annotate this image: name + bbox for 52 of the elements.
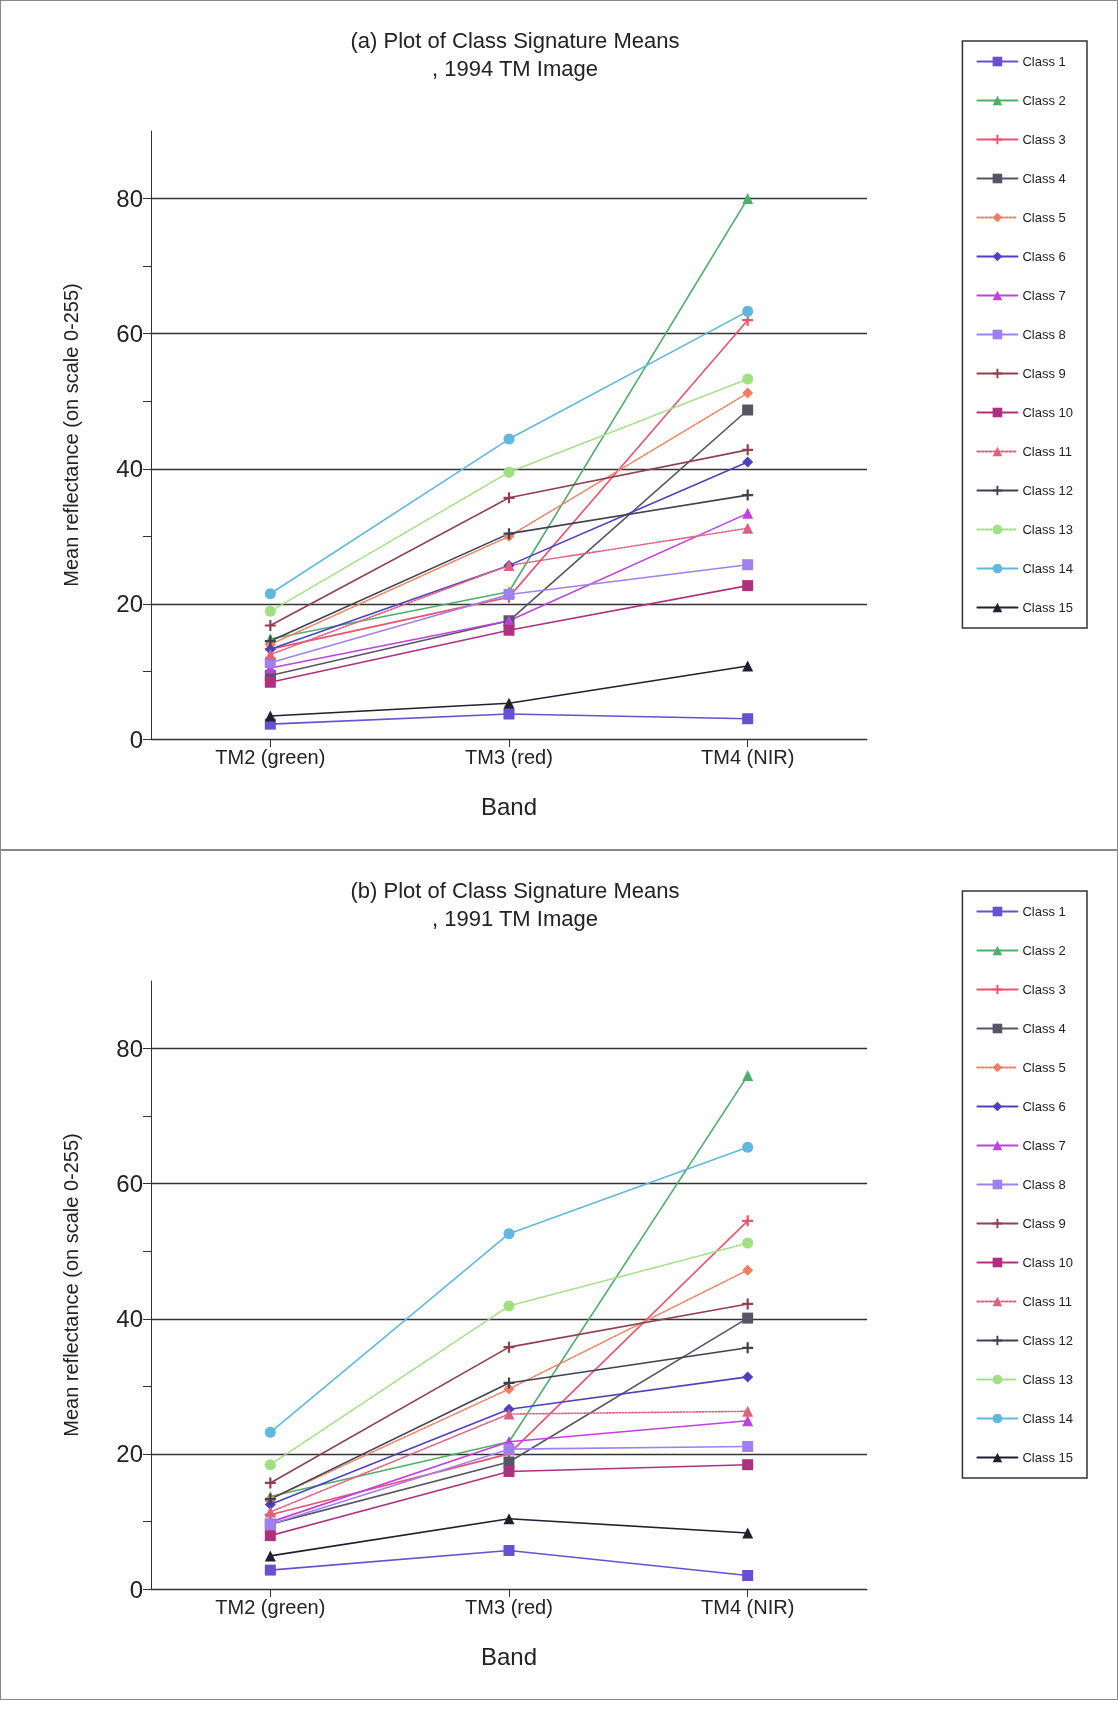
legend-label: Class 12 [1022, 483, 1073, 498]
x-tick-label: TM4 (NIR) [701, 746, 795, 768]
legend-label: Class 15 [1022, 1450, 1073, 1465]
x-tick-label: TM3 (red) [465, 746, 553, 768]
y-axis-title: Mean reflectance (on scale 0-255) [60, 1133, 82, 1437]
legend-label: Class 8 [1022, 327, 1066, 342]
legend-label: Class 10 [1022, 1255, 1073, 1270]
legend-label: Class 2 [1022, 93, 1066, 108]
legend-label: Class 13 [1022, 522, 1073, 537]
legend-label: Class 2 [1022, 943, 1066, 958]
legend-label: Class 6 [1022, 1099, 1066, 1114]
chart-title: (a) Plot of Class Signature Means, 1994 TM Image [350, 27, 680, 81]
legend-label: Class 15 [1022, 600, 1073, 615]
x-tick-label: TM2 (green) [215, 746, 326, 768]
legend-label: Class 11 [1022, 1294, 1073, 1309]
y-tick-label: 40 [116, 1305, 143, 1333]
y-tick-label: 0 [129, 1575, 143, 1603]
y-tick-label: 60 [116, 1170, 143, 1198]
legend-label: Class 14 [1022, 1411, 1073, 1426]
chart-title: (b) Plot of Class Signature Means, 1991 TM Image [350, 877, 680, 931]
legend-label: Class 4 [1022, 1021, 1066, 1036]
legend-label: Class 7 [1022, 288, 1066, 303]
x-tick-label: TM2 (green) [215, 1596, 326, 1618]
x-axis-title: Band [480, 792, 538, 820]
y-tick-label: 80 [116, 185, 143, 213]
legend-label: Class 7 [1022, 1138, 1066, 1153]
legend-label: Class 5 [1022, 210, 1066, 225]
legend-label: Class 12 [1022, 1333, 1073, 1348]
y-tick-label: 80 [116, 1035, 143, 1063]
x-axis-title: Band [480, 1642, 538, 1670]
y-axis-title: Mean reflectance (on scale 0-255) [60, 283, 82, 587]
legend-label: Class 14 [1022, 561, 1073, 576]
legend-label: Class 1 [1022, 54, 1066, 69]
y-tick-label: 60 [116, 320, 143, 348]
legend-label: Class 11 [1022, 444, 1073, 459]
legend-label: Class 1 [1022, 904, 1066, 919]
x-tick-label: TM4 (NIR) [701, 1596, 795, 1618]
legend-label: Class 3 [1022, 132, 1066, 147]
legend-label: Class 9 [1022, 366, 1066, 381]
y-tick-label: 20 [116, 1440, 143, 1468]
y-tick-label: 0 [129, 725, 143, 753]
legend-label: Class 3 [1022, 982, 1066, 997]
legend-label: Class 10 [1022, 405, 1073, 420]
x-tick-label: TM3 (red) [465, 1596, 553, 1618]
legend-label: Class 8 [1022, 1177, 1066, 1192]
legend-label: Class 4 [1022, 171, 1066, 186]
legend-label: Class 13 [1022, 1372, 1073, 1387]
y-tick-label: 40 [116, 455, 143, 483]
legend-label: Class 9 [1022, 1216, 1066, 1231]
legend-label: Class 5 [1022, 1060, 1066, 1075]
legend-label: Class 6 [1022, 249, 1066, 264]
y-tick-label: 20 [116, 590, 143, 618]
